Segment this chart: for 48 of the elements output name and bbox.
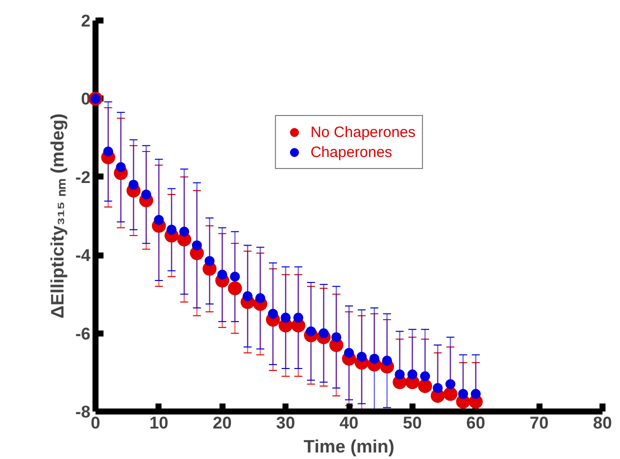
point — [445, 379, 456, 390]
point — [356, 352, 367, 362]
x-tick-label: 70 — [530, 414, 549, 432]
legend-label: Chaperones — [310, 144, 392, 160]
point — [242, 291, 253, 302]
point — [407, 369, 418, 380]
x-tick-label: 10 — [149, 414, 168, 432]
point — [443, 386, 458, 401]
point — [432, 383, 443, 394]
legend-label: No Chaperones — [310, 124, 416, 140]
y-axis-title: ΔEllipticity₃₁₅ ₙₘ (mdeg) — [47, 114, 68, 318]
point — [255, 293, 266, 304]
y-tick-label: -2 — [75, 168, 91, 187]
point — [293, 312, 304, 323]
point — [103, 146, 114, 156]
y-tick-label: -4 — [75, 246, 92, 266]
point — [154, 214, 164, 225]
point — [369, 354, 380, 364]
point — [382, 356, 392, 366]
point — [166, 224, 177, 235]
y-tick-label: -6 — [75, 324, 91, 344]
point — [141, 190, 152, 200]
point — [268, 308, 278, 319]
point — [204, 256, 215, 266]
point — [470, 388, 481, 399]
point — [179, 226, 190, 237]
point — [394, 369, 405, 380]
point — [128, 180, 139, 190]
x-tick-label: 50 — [402, 414, 422, 432]
x-tick-label: 30 — [276, 414, 296, 432]
point — [230, 272, 240, 282]
x-tick-label: 40 — [340, 414, 358, 432]
point — [458, 388, 468, 399]
y-tick-label: 2 — [81, 12, 91, 30]
point — [228, 281, 242, 296]
point — [116, 162, 126, 172]
x-tick-label: 80 — [593, 414, 612, 432]
x-tick-label: 20 — [212, 414, 232, 432]
point — [331, 332, 342, 342]
point — [418, 379, 432, 394]
point — [280, 312, 291, 323]
point — [217, 270, 228, 280]
point — [420, 371, 430, 382]
point — [192, 240, 202, 250]
point — [344, 348, 354, 358]
x-axis-title: Time (min) — [304, 436, 394, 456]
x-tick-label: 60 — [466, 414, 486, 432]
y-tick-label: -8 — [75, 402, 91, 422]
